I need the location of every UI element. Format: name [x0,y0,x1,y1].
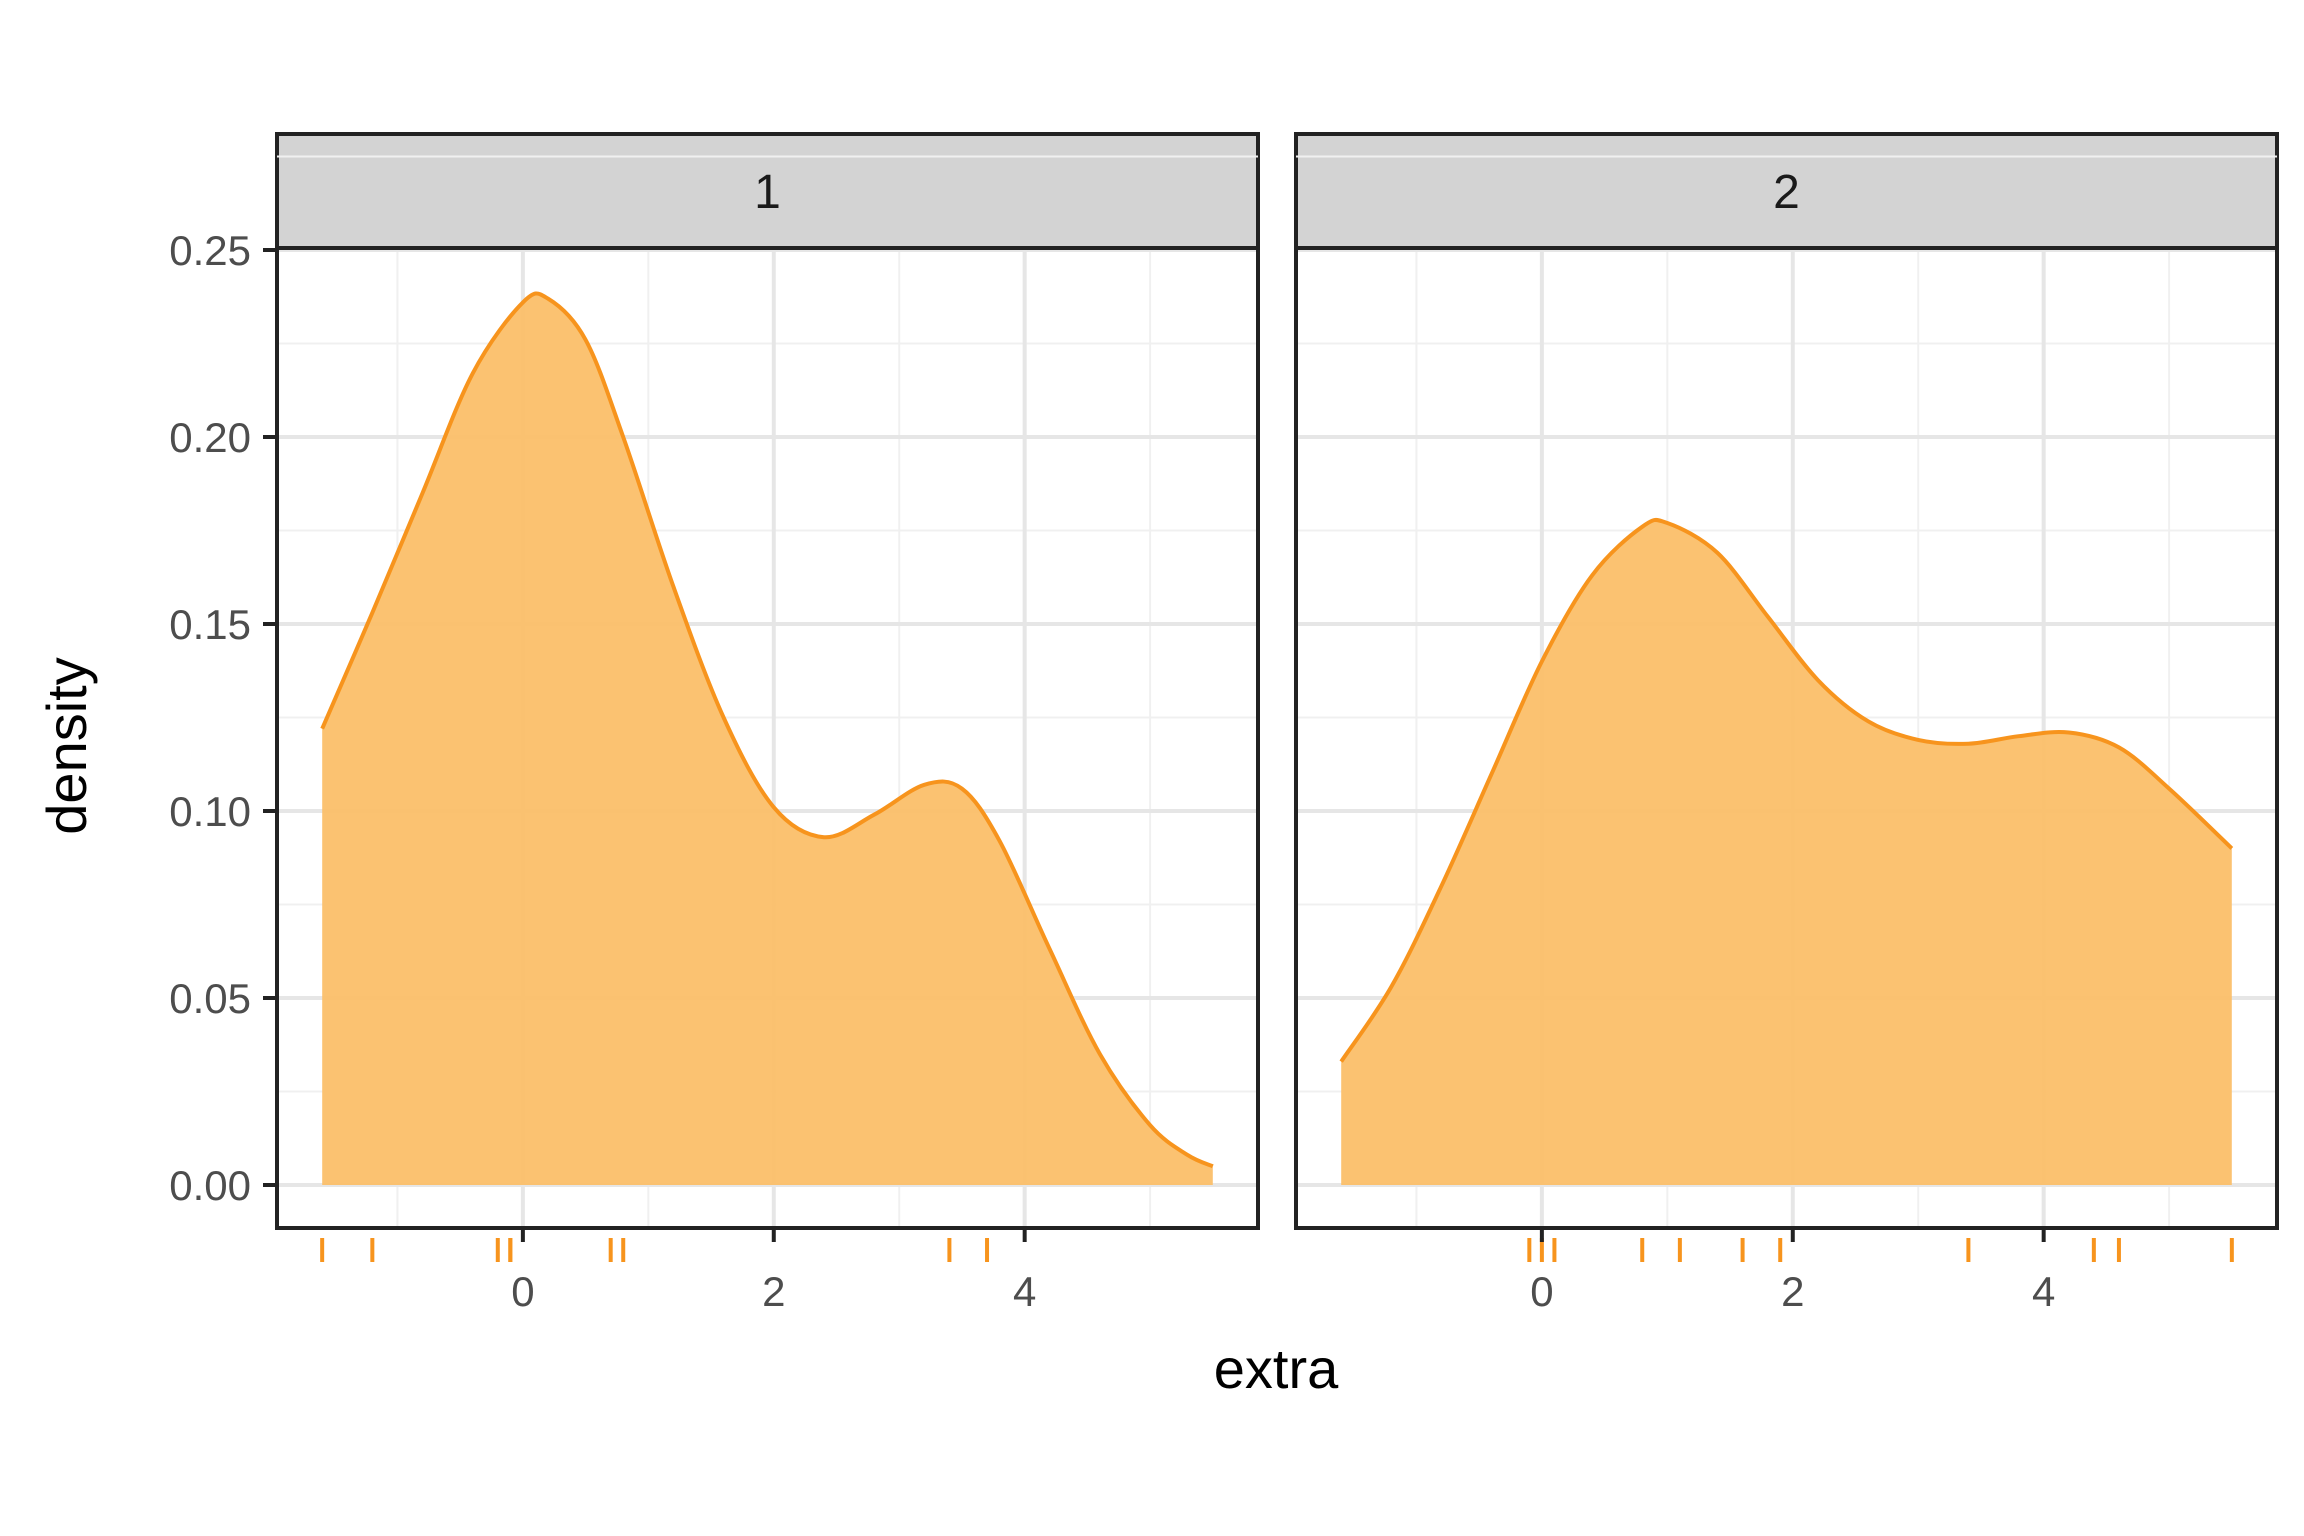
rug [320,1238,990,1262]
facet-strip [275,132,1260,250]
density-area [1341,519,2232,1185]
x-tick-label: 0 [1530,1268,1553,1315]
facet-strip-label: 1 [754,166,781,219]
x-tick-label: 0 [511,1268,534,1315]
x-tick-label: 4 [2032,1268,2055,1315]
density-line [1339,517,2234,1063]
y-tick-label: 0.20 [169,414,251,461]
facet-strip-label: 2 [1773,166,1800,219]
y-tick-label: 0.00 [169,1162,251,1209]
rug [1527,1238,2234,1262]
x-tick-label: 2 [1781,1268,1804,1315]
y-axis-title: density [35,657,98,834]
y-tick-label: 0.10 [169,788,251,835]
x-tick-label: 4 [1013,1268,1036,1315]
x-tick-label: 2 [762,1268,785,1315]
y-tick-label: 0.15 [169,601,251,648]
density-line [320,291,1214,1169]
facet-panels: 10 2 420 2 4 [275,132,2279,1315]
y-tick-label: 0.05 [169,975,251,1022]
panel-border [1294,246,2279,1230]
x-axis-title: extra [1214,1337,1339,1400]
facet-panel-1: 1 0 2 4 [275,132,1260,1315]
panel-border [275,246,1260,1230]
y-tick-label: 0.25 [169,227,251,274]
y-axis: 0.00 0.05 0.10 0.15 0.20 0.25 [169,227,277,1209]
density-area [322,293,1213,1185]
facet-panel-2: 20 2 4 [1294,132,2279,1315]
